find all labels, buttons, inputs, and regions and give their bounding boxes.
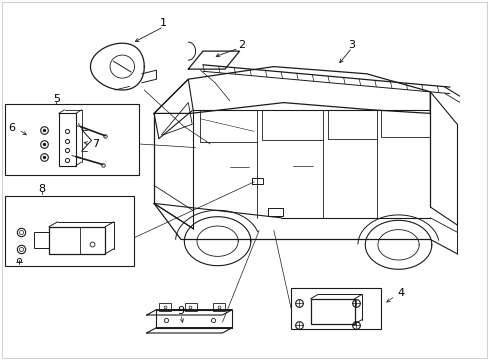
Bar xyxy=(5,104,139,175)
Text: 6: 6 xyxy=(9,123,16,133)
Text: 7: 7 xyxy=(92,139,99,149)
Text: 2: 2 xyxy=(238,40,245,50)
Text: 1: 1 xyxy=(160,18,167,28)
Bar xyxy=(159,303,171,311)
Text: 5: 5 xyxy=(53,94,60,104)
Bar xyxy=(34,232,49,248)
Bar xyxy=(212,303,224,311)
Bar xyxy=(5,196,134,266)
Text: 4: 4 xyxy=(397,288,404,298)
Bar xyxy=(184,303,196,311)
Text: 8: 8 xyxy=(38,184,45,194)
Bar xyxy=(310,299,354,324)
Bar xyxy=(59,113,76,166)
Text: 9: 9 xyxy=(177,306,184,316)
Bar xyxy=(49,227,105,254)
Text: 3: 3 xyxy=(348,40,355,50)
Bar xyxy=(290,288,381,329)
